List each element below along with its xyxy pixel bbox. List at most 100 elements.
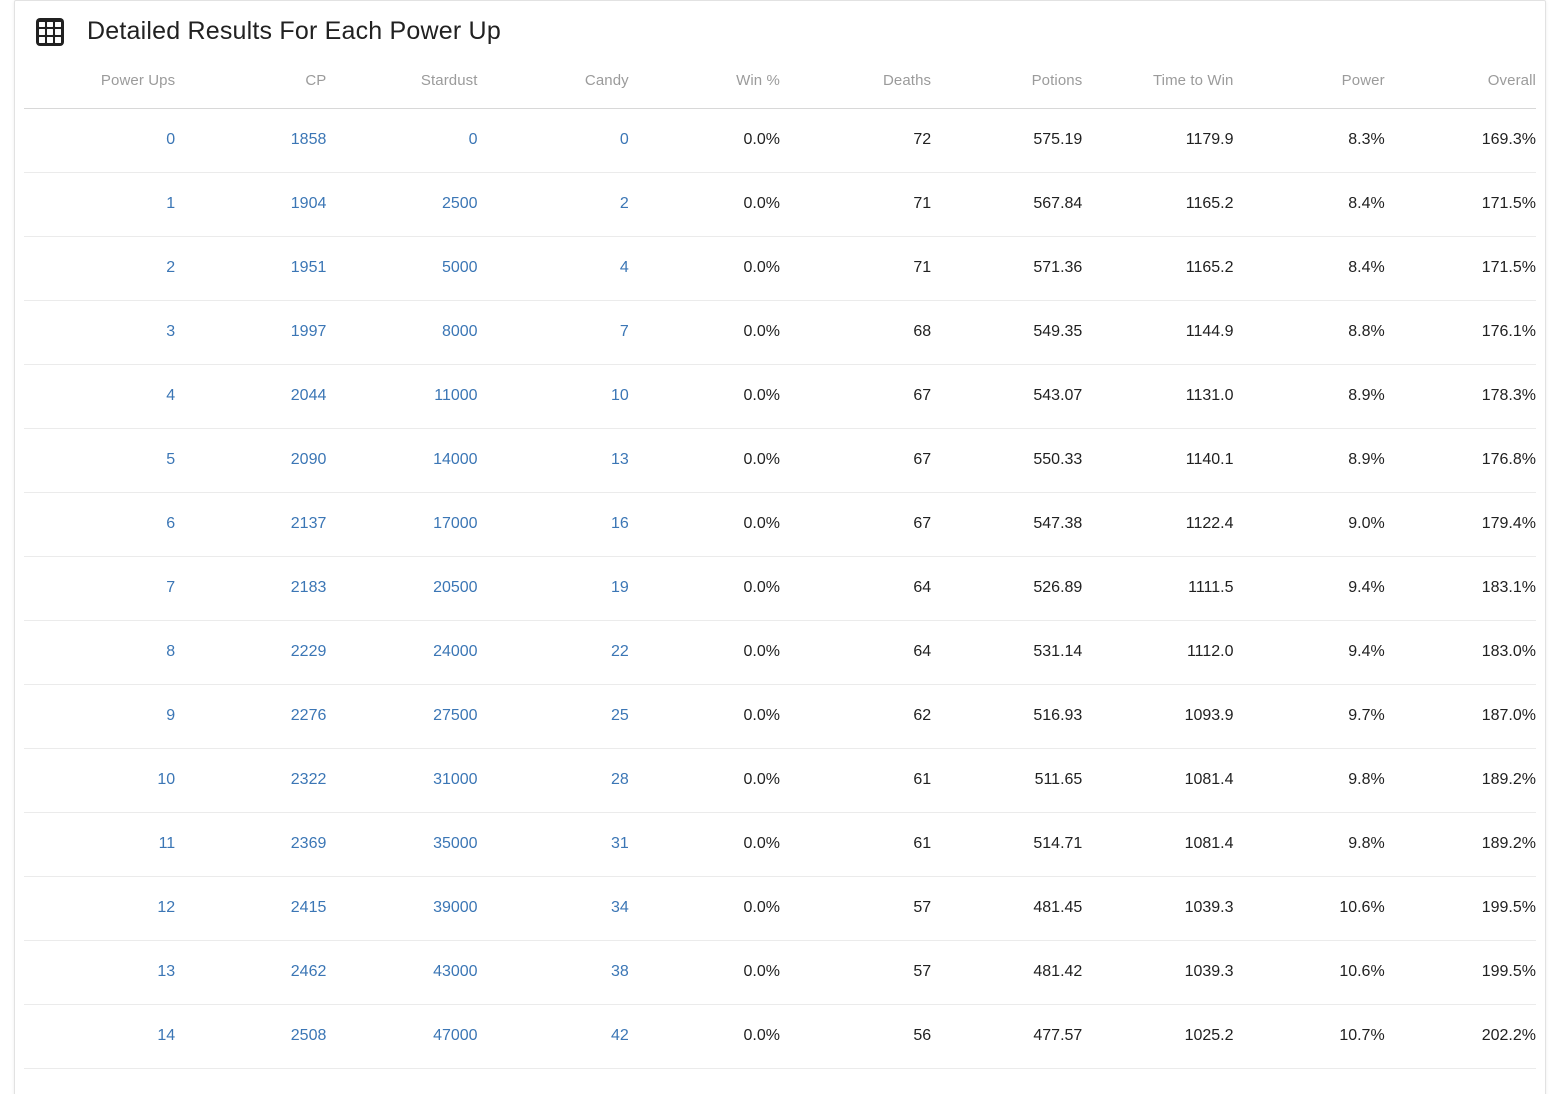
power-up-link-cell[interactable]: 7 bbox=[477, 300, 629, 365]
power-up-link-cell[interactable]: 2229 bbox=[175, 620, 327, 685]
power-up-link-cell[interactable]: 2322 bbox=[175, 748, 327, 813]
column-header-power-ups: Power Ups bbox=[24, 53, 176, 109]
power-up-link-cell[interactable]: 9 bbox=[24, 684, 176, 749]
value-cell: 1039.3 bbox=[1082, 940, 1234, 1005]
power-up-link-cell[interactable]: 22 bbox=[477, 620, 629, 685]
power-up-link-cell[interactable]: 5000 bbox=[326, 236, 478, 301]
table-row: 13 2462 43000 38 0.0% 57 481.42 1039.3 10.6% 199.… bbox=[24, 940, 1536, 1005]
power-up-link-cell[interactable]: 1 bbox=[24, 172, 176, 237]
power-up-link-cell[interactable]: 1951 bbox=[175, 236, 327, 301]
table-row: 1 1904 2500 2 0.0% 71 567.84 1165.2 8.4% 171.5% bbox=[24, 172, 1536, 237]
power-up-link-cell[interactable]: 11000 bbox=[326, 364, 478, 429]
value-cell: 62 bbox=[779, 684, 932, 749]
power-up-link-cell[interactable]: 2369 bbox=[175, 812, 327, 877]
value-cell: 169.3% bbox=[1384, 108, 1536, 173]
power-up-link-cell[interactable]: 7 bbox=[24, 556, 176, 621]
value-cell: 171.5% bbox=[1384, 172, 1536, 237]
power-up-link-cell[interactable]: 38 bbox=[477, 940, 629, 1005]
value-cell: 9.8% bbox=[1233, 748, 1385, 813]
value-cell: 1025.2 bbox=[1082, 1004, 1234, 1069]
value-cell: 9.8% bbox=[1233, 812, 1385, 877]
table-row: 11 2369 35000 31 0.0% 61 514.71 1081.4 9.8% 189.2… bbox=[24, 812, 1536, 877]
power-up-link-cell[interactable]: 2137 bbox=[175, 492, 327, 557]
power-up-link-cell[interactable]: 0 bbox=[477, 108, 629, 173]
power-up-link-cell[interactable]: 5 bbox=[24, 428, 176, 493]
value-cell: 61 bbox=[779, 812, 932, 877]
value-cell: 1165.2 bbox=[1082, 172, 1234, 237]
value-cell: 64 bbox=[779, 620, 932, 685]
value-cell: 1111.5 bbox=[1082, 556, 1234, 621]
table-row: 0 1858 0 0 0.0% 72 575.19 1179.9 8.3% 169.3% bbox=[24, 108, 1536, 173]
power-up-link-cell[interactable]: 25 bbox=[477, 684, 629, 749]
power-up-link-cell[interactable]: 4 bbox=[24, 364, 176, 429]
value-cell: 8.4% bbox=[1233, 172, 1385, 237]
value-cell: 68 bbox=[779, 300, 932, 365]
power-up-link-cell[interactable]: 14 bbox=[24, 1004, 176, 1069]
card-title: Detailed Results For Each Power Up bbox=[87, 17, 501, 45]
power-up-link-cell[interactable]: 2 bbox=[24, 236, 176, 301]
power-up-link-cell[interactable]: 3 bbox=[24, 300, 176, 365]
value-cell: 202.2% bbox=[1384, 1004, 1536, 1069]
power-up-link-cell[interactable]: 1997 bbox=[175, 300, 327, 365]
power-up-link-cell[interactable]: 4 bbox=[477, 236, 629, 301]
value-cell: 543.07 bbox=[931, 364, 1083, 429]
value-cell: 176.1% bbox=[1384, 300, 1536, 365]
power-up-link-cell[interactable]: 10 bbox=[477, 364, 629, 429]
power-up-link-cell[interactable]: 2276 bbox=[175, 684, 327, 749]
value-cell: 547.38 bbox=[931, 492, 1083, 557]
power-up-link-cell[interactable]: 14000 bbox=[326, 428, 478, 493]
power-up-link-cell[interactable]: 2 bbox=[477, 172, 629, 237]
power-up-link-cell[interactable]: 13 bbox=[24, 940, 176, 1005]
value-cell: 0.0% bbox=[628, 748, 780, 813]
column-header-stardust: Stardust bbox=[326, 53, 478, 109]
table-icon bbox=[36, 17, 64, 46]
power-up-link-cell[interactable]: 19 bbox=[477, 556, 629, 621]
power-up-link-cell[interactable]: 11 bbox=[24, 812, 176, 877]
power-up-link-cell[interactable]: 8000 bbox=[326, 300, 478, 365]
value-cell: 187.0% bbox=[1384, 684, 1536, 749]
power-up-link-cell[interactable]: 1858 bbox=[175, 108, 327, 173]
value-cell: 477.57 bbox=[931, 1004, 1083, 1069]
power-up-link-cell[interactable]: 1904 bbox=[175, 172, 327, 237]
value-cell: 0.0% bbox=[628, 172, 780, 237]
power-up-link-cell[interactable]: 2044 bbox=[175, 364, 327, 429]
power-up-link-cell[interactable]: 2500 bbox=[326, 172, 478, 237]
power-up-link-cell[interactable]: 10 bbox=[24, 748, 176, 813]
power-up-link-cell[interactable]: 31 bbox=[477, 812, 629, 877]
power-up-link-cell[interactable]: 27500 bbox=[326, 684, 478, 749]
power-up-link-cell[interactable]: 2462 bbox=[175, 940, 327, 1005]
power-up-link-cell[interactable]: 13 bbox=[477, 428, 629, 493]
value-cell: 481.45 bbox=[931, 876, 1083, 941]
value-cell: 189.2% bbox=[1384, 812, 1536, 877]
power-up-link-cell[interactable]: 16 bbox=[477, 492, 629, 557]
power-up-link-cell[interactable]: 35000 bbox=[326, 812, 478, 877]
power-up-link-cell[interactable]: 47000 bbox=[326, 1004, 478, 1069]
power-up-link-cell[interactable]: 2183 bbox=[175, 556, 327, 621]
value-cell: 67 bbox=[779, 428, 932, 493]
value-cell: 575.19 bbox=[931, 108, 1083, 173]
power-up-link-cell[interactable]: 24000 bbox=[326, 620, 478, 685]
value-cell: 1112.0 bbox=[1082, 620, 1234, 685]
power-up-link-cell[interactable]: 8 bbox=[24, 620, 176, 685]
value-cell: 526.89 bbox=[931, 556, 1083, 621]
power-up-link-cell[interactable]: 2090 bbox=[175, 428, 327, 493]
value-cell: 1039.3 bbox=[1082, 876, 1234, 941]
power-up-link-cell[interactable]: 39000 bbox=[326, 876, 478, 941]
power-up-link-cell[interactable]: 6 bbox=[24, 492, 176, 557]
power-up-link-cell[interactable]: 0 bbox=[326, 108, 478, 173]
power-up-link-cell[interactable]: 34 bbox=[477, 876, 629, 941]
power-up-link-cell[interactable]: 42 bbox=[477, 1004, 629, 1069]
power-up-link-cell[interactable]: 28 bbox=[477, 748, 629, 813]
power-up-link-cell[interactable]: 0 bbox=[24, 108, 176, 173]
table-row: 8 2229 24000 22 0.0% 64 531.14 1112.0 9.4% 183.0% bbox=[24, 620, 1536, 685]
power-up-link-cell[interactable]: 2508 bbox=[175, 1004, 327, 1069]
power-up-link-cell[interactable]: 31000 bbox=[326, 748, 478, 813]
power-up-link-cell[interactable]: 2415 bbox=[175, 876, 327, 941]
power-up-link-cell[interactable]: 20500 bbox=[326, 556, 478, 621]
power-up-link-cell[interactable]: 12 bbox=[24, 876, 176, 941]
power-up-link-cell[interactable]: 17000 bbox=[326, 492, 478, 557]
value-cell: 0.0% bbox=[628, 620, 780, 685]
value-cell: 57 bbox=[779, 940, 932, 1005]
column-header-candy: Candy bbox=[477, 53, 629, 109]
power-up-link-cell[interactable]: 43000 bbox=[326, 940, 478, 1005]
